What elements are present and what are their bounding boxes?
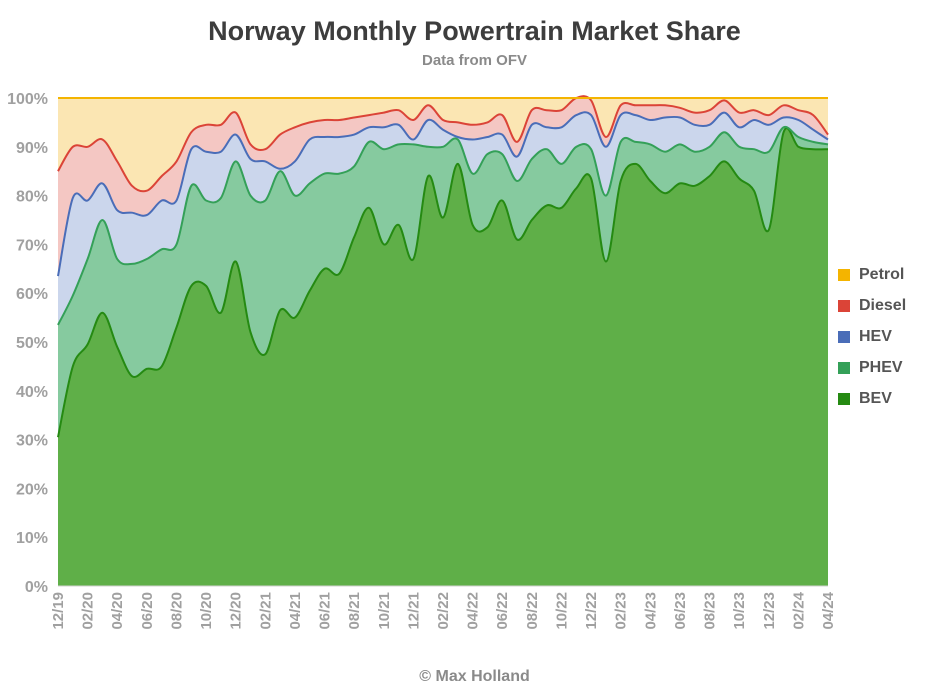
x-tick-label: 04/23 bbox=[642, 592, 659, 630]
x-tick-label: 06/20 bbox=[139, 592, 156, 630]
chart-subtitle: Data from OFV bbox=[421, 52, 527, 69]
x-tick-label: 12/19 bbox=[50, 592, 67, 630]
x-tick-label: 10/23 bbox=[731, 592, 748, 630]
x-tick-label: 08/20 bbox=[168, 592, 185, 630]
y-tick-label: 30% bbox=[16, 433, 48, 450]
x-tick-label: 04/21 bbox=[287, 592, 304, 630]
x-tick-label: 04/24 bbox=[820, 591, 837, 629]
x-tick-label: 02/24 bbox=[790, 591, 807, 629]
legend-label-diesel: Diesel bbox=[859, 296, 907, 314]
y-tick-label: 80% bbox=[16, 189, 48, 206]
x-tick-label: 02/21 bbox=[257, 592, 274, 630]
x-tick-label: 02/20 bbox=[80, 592, 97, 630]
x-tick-label: 06/23 bbox=[672, 592, 689, 630]
x-tick-label: 04/22 bbox=[465, 592, 482, 630]
legend-item-petrol: Petrol bbox=[838, 259, 906, 290]
legend-swatch-petrol bbox=[838, 268, 850, 281]
series-line-phev bbox=[57, 125, 829, 326]
legend-label-phev: PHEV bbox=[859, 358, 903, 376]
legend-item-phev: PHEV bbox=[838, 352, 906, 383]
x-tick-label: 12/23 bbox=[761, 592, 778, 630]
x-tick-label: 12/21 bbox=[405, 592, 422, 630]
legend-label-bev: BEV bbox=[859, 389, 892, 407]
x-tick-label: 08/21 bbox=[346, 592, 363, 630]
series-line-hev bbox=[57, 111, 829, 277]
x-tick-label: 06/21 bbox=[317, 592, 334, 630]
y-tick-label: 100% bbox=[7, 91, 48, 108]
legend-item-bev: BEV bbox=[838, 383, 906, 414]
series-areas bbox=[58, 96, 828, 587]
x-tick-label: 10/22 bbox=[553, 592, 570, 630]
y-tick-label: 60% bbox=[16, 286, 48, 303]
x-axis: 12/19 02/20 04/20 06/20 08/20 10/20 12/20 02/21… bbox=[50, 591, 837, 629]
y-axis: 0% 10% 20% 30% 40% 50% 60% 70% 80% 90% 100% bbox=[7, 91, 48, 596]
x-tick-label: 08/22 bbox=[524, 592, 541, 630]
x-tick-label: 02/22 bbox=[435, 592, 452, 630]
legend-label-hev: HEV bbox=[859, 327, 892, 345]
legend-item-diesel: Diesel bbox=[838, 290, 906, 321]
y-tick-label: 40% bbox=[16, 384, 48, 401]
legend-swatch-diesel bbox=[838, 299, 850, 312]
y-tick-label: 0% bbox=[25, 579, 48, 596]
x-tick-label: 08/23 bbox=[702, 592, 719, 630]
series-line-diesel bbox=[57, 95, 829, 193]
chart-title: Norway Monthly Powertrain Market Share bbox=[208, 16, 741, 46]
legend-swatch-bev bbox=[838, 392, 850, 405]
x-tick-label: 04/20 bbox=[109, 592, 126, 630]
chart-credit: © Max Holland bbox=[419, 668, 530, 685]
y-tick-label: 10% bbox=[16, 530, 48, 547]
y-tick-label: 90% bbox=[16, 140, 48, 157]
legend-swatch-hev bbox=[838, 330, 850, 343]
x-tick-label: 12/20 bbox=[228, 592, 245, 630]
y-tick-label: 20% bbox=[16, 481, 48, 498]
legend-item-hev: HEV bbox=[838, 321, 906, 352]
legend-label-petrol: Petrol bbox=[859, 265, 905, 283]
x-tick-label: 10/20 bbox=[198, 592, 215, 630]
y-tick-label: 70% bbox=[16, 237, 48, 254]
legend-swatch-phev bbox=[838, 361, 850, 374]
chart-legend: Petrol Diesel HEV PHEV BEV bbox=[838, 259, 906, 414]
x-tick-label: 02/23 bbox=[613, 592, 630, 630]
x-tick-label: 06/22 bbox=[494, 592, 511, 630]
x-tick-label: 10/21 bbox=[376, 592, 393, 630]
series-area-bev bbox=[58, 128, 828, 586]
x-tick-label: 12/22 bbox=[583, 592, 600, 630]
series-lines bbox=[57, 95, 829, 438]
series-line-bev bbox=[57, 127, 829, 438]
y-tick-label: 50% bbox=[16, 335, 48, 352]
